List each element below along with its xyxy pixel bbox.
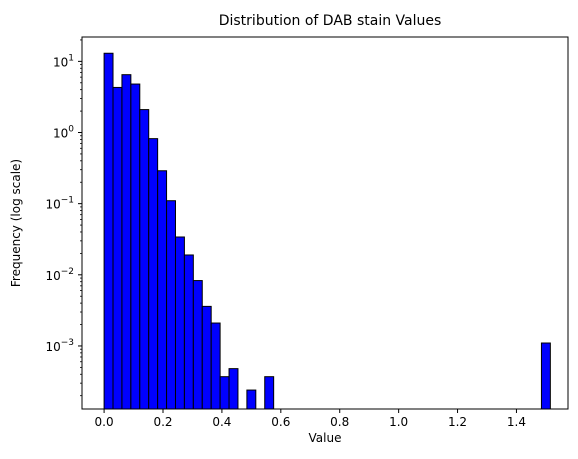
histogram-bar (166, 200, 176, 410)
histogram-bar (148, 138, 159, 410)
y-axis-label: Frequency (log scale) (9, 159, 23, 287)
bars-group (103, 52, 551, 410)
histogram-bar (139, 109, 150, 410)
x-tick-label: 1.0 (389, 415, 408, 429)
histogram-bar (121, 74, 132, 410)
x-tick-label: 0.2 (153, 415, 172, 429)
y-tick-label: 10−3 (45, 338, 74, 354)
histogram-bar (130, 83, 141, 410)
plot-frame (81, 36, 569, 410)
chart-title: Distribution of DAB stain Values (219, 13, 442, 29)
x-tick-label: 0.6 (271, 415, 290, 429)
histogram-bar (540, 342, 551, 410)
histogram-bar (219, 376, 230, 410)
y-tick-label: 10−1 (45, 196, 74, 212)
histogram-bar (183, 254, 194, 410)
x-axis-ticks: 0.0 0.2 0.4 0.6 0.8 1.0 1.2 1.4 (95, 409, 526, 429)
histogram-bar (201, 305, 212, 410)
x-tick-label: 1.2 (448, 415, 467, 429)
y-tick-label: 101 (53, 53, 74, 69)
histogram-bar (112, 86, 123, 410)
histogram-bar (192, 280, 203, 410)
histogram-bar (246, 389, 257, 410)
histogram-bar (157, 170, 168, 410)
histogram-bar (210, 322, 221, 410)
histogram-bar (228, 368, 239, 410)
y-axis-ticks: 10−3 10−2 10−1 100 101 (45, 39, 82, 397)
x-tick-label: 0.8 (330, 415, 349, 429)
x-axis-label: Value (309, 431, 342, 445)
y-tick-label: 100 (53, 125, 74, 141)
histogram-bar (103, 52, 114, 410)
y-tick-label: 10−2 (45, 267, 74, 283)
x-tick-label: 1.4 (507, 415, 526, 429)
histogram-bar (264, 376, 275, 410)
x-tick-label: 0.0 (95, 415, 114, 429)
x-tick-label: 0.4 (212, 415, 231, 429)
histogram-bar (174, 236, 185, 410)
